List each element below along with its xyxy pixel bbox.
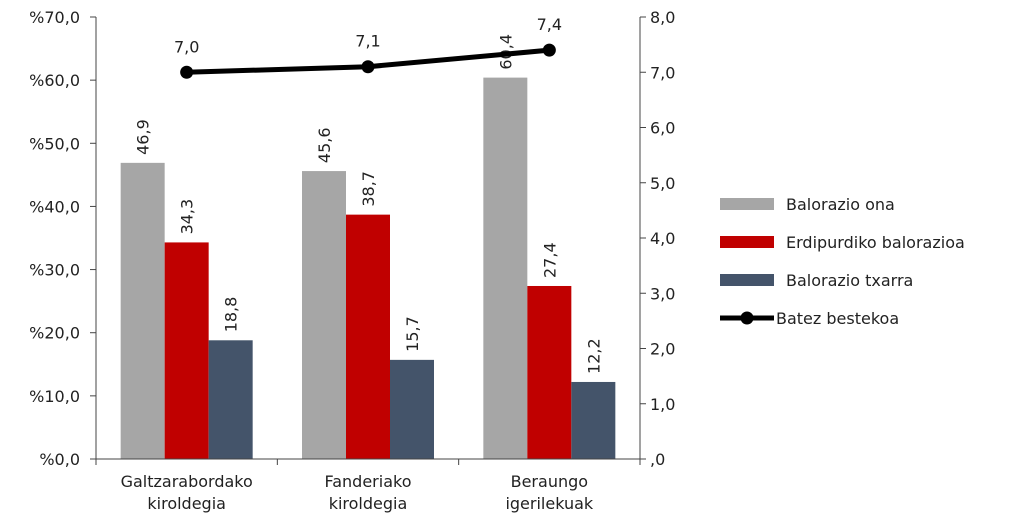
legend-label: Batez bestekoa xyxy=(776,309,899,328)
bar xyxy=(120,162,165,460)
bar xyxy=(527,285,572,459)
right-tick-label: ,0 xyxy=(650,450,665,469)
right-tick-label: 6,0 xyxy=(650,119,675,138)
legend-label: Balorazio ona xyxy=(786,195,895,214)
bar xyxy=(390,359,434,459)
left-tick-label: %30,0 xyxy=(29,261,80,280)
average-line: 7,0 7,1 7,4 xyxy=(174,15,562,79)
bar xyxy=(346,214,390,459)
right-tick-label: 8,0 xyxy=(650,8,675,27)
left-tick-label: %40,0 xyxy=(29,197,80,216)
average-line-label: 7,0 xyxy=(174,37,199,56)
average-line-point xyxy=(180,65,194,79)
bars xyxy=(120,77,616,460)
bar-value-label: 46,9 xyxy=(134,119,153,155)
bar xyxy=(571,381,616,459)
legend-swatch xyxy=(720,198,774,210)
legend: Balorazio ona Erdipurdiko balorazioa Balor… xyxy=(720,195,965,328)
category-label: igerilekuak xyxy=(505,494,593,513)
category-label: Fanderiako xyxy=(325,472,412,491)
legend-swatch xyxy=(720,274,774,286)
right-tick-label: 3,0 xyxy=(650,284,675,303)
category-label: Beraungo xyxy=(511,472,588,491)
legend-label: Balorazio txarra xyxy=(786,271,913,290)
right-tick-label: 5,0 xyxy=(650,174,675,193)
category-label: Galtzarabordako xyxy=(121,472,253,491)
average-line-label: 7,1 xyxy=(355,32,380,51)
bar-value-label: 12,2 xyxy=(584,338,603,374)
bar-value-label: 45,6 xyxy=(315,127,334,163)
bar xyxy=(302,171,346,459)
bar xyxy=(208,340,253,459)
category-label: kiroldegia xyxy=(147,494,226,513)
left-tick-label: %10,0 xyxy=(29,387,80,406)
data-labels: 46,9 45,660,434,338,727,418,815,712,2 xyxy=(134,34,604,374)
average-line-label: 7,4 xyxy=(537,15,562,34)
legend-label: Erdipurdiko balorazioa xyxy=(786,233,965,252)
legend-line-marker xyxy=(740,311,754,325)
bar-value-label: 27,4 xyxy=(540,242,559,278)
bar-value-label: 38,7 xyxy=(359,171,378,207)
bar xyxy=(164,242,209,459)
bar-value-label: 15,7 xyxy=(403,316,422,352)
bar-value-label: 18,8 xyxy=(222,297,241,333)
bar xyxy=(483,77,528,460)
axis-ticks: %0,0 %10,0 %20,0 %30,0 %40,0 %50,0 %60,0 %70,0,… xyxy=(29,8,675,513)
right-tick-label: 2,0 xyxy=(650,340,675,359)
bar-value-label: 34,3 xyxy=(178,199,197,235)
left-tick-label: %0,0 xyxy=(39,450,80,469)
left-tick-label: %70,0 xyxy=(29,8,80,27)
average-line-point xyxy=(361,60,375,74)
right-tick-label: 1,0 xyxy=(650,395,675,414)
legend-swatch xyxy=(720,236,774,248)
category-label: kiroldegia xyxy=(329,494,408,513)
right-tick-label: 4,0 xyxy=(650,229,675,248)
average-line-point xyxy=(542,43,556,57)
left-tick-label: %60,0 xyxy=(29,71,80,90)
left-tick-label: %20,0 xyxy=(29,324,80,343)
left-tick-label: %50,0 xyxy=(29,134,80,153)
right-tick-label: 7,0 xyxy=(650,63,675,82)
